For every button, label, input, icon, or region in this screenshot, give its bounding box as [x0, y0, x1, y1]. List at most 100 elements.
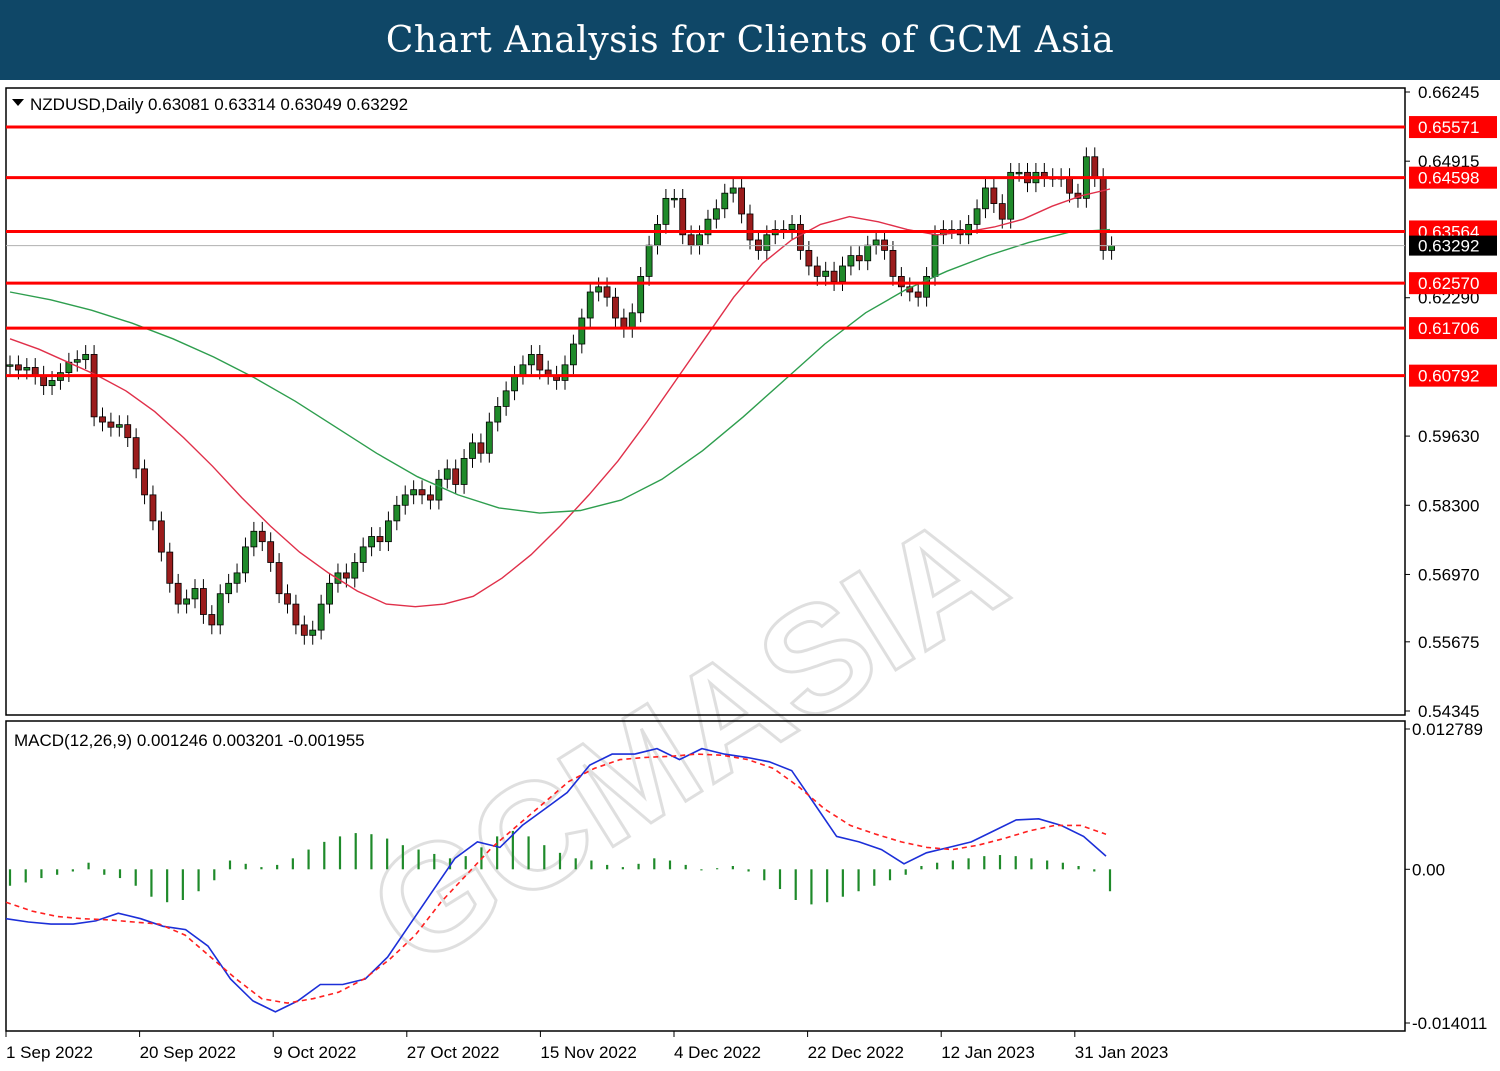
candle	[82, 345, 90, 369]
signal-line	[5, 753, 1107, 1004]
candle	[351, 553, 359, 588]
price-tick-label: 0.59630	[1418, 427, 1479, 446]
candle	[813, 256, 821, 286]
candle	[788, 215, 796, 239]
candle	[637, 267, 645, 323]
candle	[805, 241, 813, 276]
level-tag	[1409, 166, 1497, 189]
candle	[704, 209, 712, 245]
candle	[284, 584, 291, 614]
date-tick-label: 22 Dec 2022	[808, 1043, 904, 1062]
level-tag-label: 0.61706	[1418, 319, 1479, 338]
candle	[174, 573, 182, 614]
candle	[73, 350, 81, 372]
candle	[729, 178, 737, 203]
candle	[923, 267, 930, 307]
candle	[679, 189, 687, 245]
candle	[990, 178, 998, 213]
date-tick-label: 12 Jan 2023	[941, 1043, 1035, 1062]
level-tag-label: 0.64598	[1418, 169, 1479, 188]
level-tag	[1409, 317, 1497, 340]
candle	[275, 553, 283, 604]
candle	[368, 527, 375, 557]
candle	[292, 594, 300, 635]
candle	[1040, 163, 1048, 187]
candle	[166, 542, 174, 593]
candle	[317, 594, 325, 640]
banner: Chart Analysis for Clients of GCM Asia	[0, 0, 1500, 80]
candle	[258, 521, 266, 552]
candle	[40, 365, 48, 395]
date-tick-label: 31 Jan 2023	[1075, 1043, 1169, 1062]
candle	[242, 537, 249, 583]
candle	[998, 194, 1006, 229]
candle	[250, 521, 258, 557]
date-tick-label: 9 Oct 2022	[273, 1043, 356, 1062]
candle	[157, 511, 165, 562]
candle	[107, 412, 115, 437]
candle	[738, 178, 745, 224]
candle	[452, 459, 460, 494]
candle	[233, 563, 241, 593]
candle	[553, 365, 560, 390]
candle	[385, 511, 392, 552]
candle	[469, 433, 476, 468]
candle	[586, 282, 594, 328]
candle	[1007, 163, 1015, 229]
candle	[746, 204, 754, 250]
watermark-text: GCMASIA	[342, 480, 1032, 998]
candle	[132, 428, 140, 479]
candle	[326, 573, 333, 614]
candle	[612, 287, 619, 328]
candle	[141, 459, 148, 505]
candle	[780, 220, 788, 239]
level-tag	[1409, 364, 1497, 387]
dropdown-triangle-icon[interactable]	[12, 99, 24, 106]
candle	[99, 407, 106, 432]
candle	[443, 459, 451, 489]
candle	[662, 189, 670, 234]
candle	[872, 230, 880, 255]
candle	[570, 334, 577, 375]
candle	[973, 199, 981, 234]
candle	[561, 355, 569, 390]
candle	[31, 358, 39, 385]
main-plot	[6, 125, 1405, 645]
price-tick-label: 0.56970	[1418, 565, 1479, 584]
candle	[595, 277, 603, 302]
candle	[645, 235, 653, 286]
candle	[948, 220, 956, 239]
candle	[544, 360, 552, 385]
candle	[696, 225, 703, 255]
macd-label: MACD(12,26,9) 0.001246 0.003201 -0.00195…	[14, 731, 365, 750]
candle	[721, 183, 729, 219]
candle	[797, 215, 804, 260]
candle	[124, 415, 132, 448]
level-tag	[1409, 116, 1497, 139]
candle	[435, 469, 443, 510]
candle	[115, 415, 123, 437]
candle	[267, 532, 275, 572]
ma-fast-line	[9, 188, 1111, 608]
candle	[6, 355, 14, 375]
ma-slow-line	[9, 228, 1111, 514]
level-tag-label: 0.62570	[1418, 274, 1479, 293]
candle	[225, 573, 233, 604]
candle	[839, 256, 846, 291]
candle	[494, 397, 502, 432]
price-tick-label: 0.58300	[1418, 496, 1479, 515]
watermark-logo: GCMASIA	[340, 479, 1033, 1000]
candle	[208, 605, 216, 635]
candle	[393, 495, 401, 531]
level-tag-label: 0.60792	[1418, 367, 1479, 386]
symbol-label: NZDUSD,Daily 0.63081 0.63314 0.63049 0.6…	[30, 95, 408, 114]
candle	[654, 215, 661, 255]
candle	[712, 199, 720, 229]
candle	[578, 308, 586, 354]
macd-tick-label: 0.012789	[1412, 720, 1483, 739]
price-tick-label: 0.64915	[1418, 152, 1479, 171]
candle	[502, 381, 510, 416]
main-panel-frame	[5, 87, 1406, 716]
time-axis: 1 Sep 2022 20 Sep 2022 9 Oct 2022 27 Oct 20…	[5, 1031, 1169, 1062]
candle	[620, 308, 628, 338]
